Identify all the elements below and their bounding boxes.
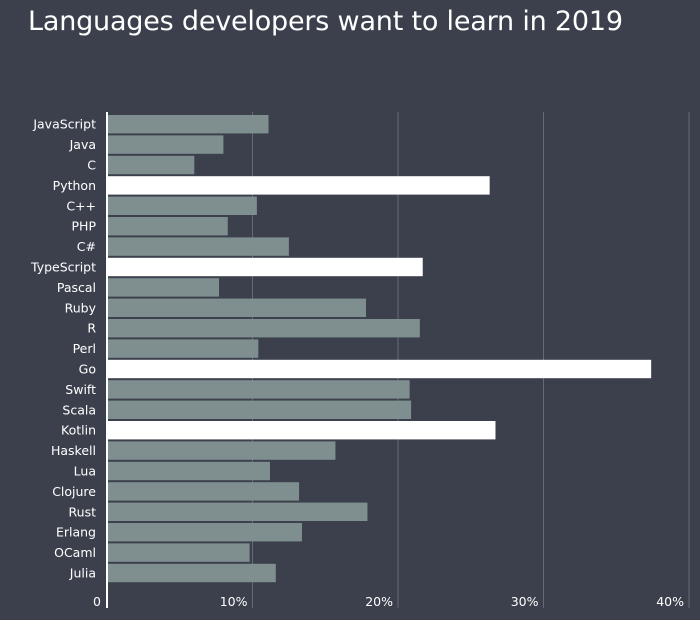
bar-clojure (107, 482, 300, 501)
category-label-perl: Perl (73, 341, 96, 356)
category-labels: JavaScript Java C Python C++ PHP C# TypeScript P… (30, 117, 97, 581)
category-label-javascript: JavaScript (32, 117, 96, 132)
category-label-csharp: C# (77, 239, 96, 254)
category-label-ruby: Ruby (65, 300, 97, 315)
category-label-java: Java (69, 137, 96, 152)
bar-ruby (107, 298, 366, 317)
bar-pascal (107, 278, 220, 297)
x-tick-label-40: 40% (656, 594, 684, 609)
bar-typescript (107, 257, 423, 277)
bar-csharp (107, 237, 289, 256)
category-label-ocaml: OCaml (54, 545, 96, 560)
category-label-r: R (87, 321, 96, 336)
bar-python (107, 176, 490, 195)
bar-javascript (107, 115, 269, 134)
bar-rust (107, 502, 368, 521)
category-label-pascal: Pascal (57, 280, 96, 295)
bar-kotlin (107, 421, 496, 440)
bar-julia (107, 563, 276, 583)
category-label-scala: Scala (62, 402, 96, 417)
bar-haskell (107, 441, 336, 460)
category-label-clojure: Clojure (52, 484, 96, 499)
chart-title: Languages developers want to learn in 20… (28, 6, 623, 37)
x-tick-label-30: 30% (511, 594, 539, 609)
bar-java (107, 135, 224, 154)
category-label-php: PHP (72, 219, 97, 234)
x-tick-label-10: 10% (220, 594, 248, 609)
category-label-erlang: Erlang (56, 525, 96, 540)
bar-cplusplus (107, 196, 257, 215)
bars (107, 115, 652, 583)
bar-c (107, 155, 195, 175)
category-label-go: Go (79, 362, 96, 377)
bar-scala (107, 400, 412, 419)
category-label-python: Python (53, 178, 96, 193)
bar-lua (107, 461, 270, 481)
category-label-kotlin: Kotlin (61, 423, 96, 438)
bar-swift (107, 380, 410, 399)
category-label-lua: Lua (74, 464, 96, 479)
bar-ocaml (107, 543, 250, 562)
category-label-rust: Rust (69, 504, 97, 519)
category-label-c: C (87, 158, 96, 173)
category-label-cplusplus: C++ (66, 198, 96, 213)
x-tick-label-0: 0 (93, 594, 101, 609)
category-label-typescript: TypeScript (30, 260, 96, 275)
bar-go (107, 359, 652, 379)
category-label-julia: Julia (69, 566, 96, 581)
tick-labels: 0 10% 20% 30% 40% (93, 594, 684, 609)
category-label-swift: Swift (65, 382, 96, 397)
bar-erlang (107, 523, 302, 542)
bar-php (107, 217, 228, 236)
bar-r (107, 319, 420, 338)
category-label-haskell: Haskell (51, 443, 96, 458)
bar-perl (107, 339, 259, 358)
x-tick-label-20: 20% (365, 594, 393, 609)
